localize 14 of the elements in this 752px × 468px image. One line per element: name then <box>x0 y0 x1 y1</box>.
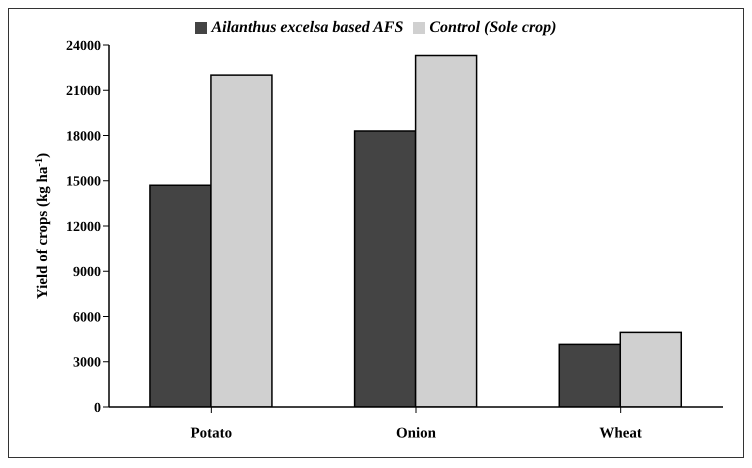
y-tick-label: 18000 <box>66 129 101 144</box>
y-tick-label: 0 <box>94 400 101 416</box>
legend-label: Ailanthus excelsa based AFS <box>211 19 404 36</box>
y-tick-label: 21000 <box>66 84 101 100</box>
x-tick-label: Onion <box>396 426 437 442</box>
y-tick-label: 15000 <box>66 174 101 190</box>
y-tick-label: 12000 <box>66 220 101 235</box>
x-tick-label: Potato <box>190 426 232 442</box>
y-tick-label: 24000 <box>66 38 101 54</box>
y-tick-label: 6000 <box>73 310 101 326</box>
y-tick-label: 9000 <box>73 265 101 280</box>
legend-label: Control (Sole crop) <box>429 19 556 36</box>
x-tick-label: Wheat <box>599 426 642 442</box>
y-tick-label: 3000 <box>73 356 101 371</box>
